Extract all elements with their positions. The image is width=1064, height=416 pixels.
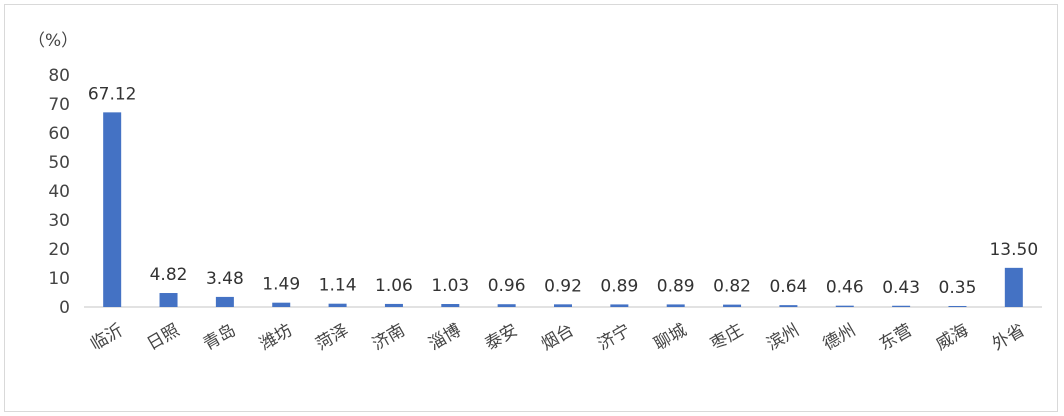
- category-labels: 临沂 日照 青岛 潍坊 菏泽 济南 淄博 泰安 烟台 济宁 聊城 枣庄 滨州 德州 东营 威海 外省: [87, 320, 1028, 354]
- y-axis-unit-label: （%）: [28, 31, 78, 51]
- y-tick-label: 20: [48, 240, 70, 260]
- bar: [1004, 267, 1023, 307]
- bar: [666, 304, 685, 307]
- data-label: 13.50: [989, 240, 1038, 260]
- bar: [892, 305, 911, 307]
- bar: [948, 305, 967, 307]
- y-tick-labels: 0 10 20 30 40 50 60 70 80: [48, 66, 70, 318]
- category-label: 威海: [933, 320, 972, 354]
- bar: [159, 293, 178, 307]
- category-label: 潍坊: [256, 320, 295, 354]
- bar: [723, 304, 742, 307]
- bar: [441, 304, 460, 307]
- y-tick-label: 10: [48, 269, 70, 289]
- category-label: 济宁: [594, 320, 633, 354]
- y-tick-label: 70: [48, 95, 70, 115]
- bar: [610, 304, 629, 307]
- data-label: 0.35: [939, 278, 977, 298]
- y-tick-label: 80: [48, 66, 70, 86]
- bar: [554, 304, 572, 307]
- data-label: 0.46: [826, 278, 864, 298]
- data-label: 0.89: [600, 276, 638, 296]
- data-label: 1.06: [375, 276, 413, 296]
- y-tick-label: 0: [59, 298, 70, 318]
- data-label: 1.03: [431, 276, 469, 296]
- bar: [779, 305, 798, 307]
- bar: [384, 303, 403, 307]
- category-label: 青岛: [200, 320, 239, 354]
- data-label: 0.64: [769, 277, 807, 297]
- data-label: 1.49: [262, 275, 300, 295]
- bar: [103, 112, 122, 308]
- category-label: 济南: [369, 320, 408, 354]
- category-label: 淄博: [425, 320, 464, 354]
- bars: [103, 112, 1023, 308]
- data-label: 0.92: [544, 276, 582, 296]
- category-label: 德州: [820, 320, 859, 354]
- bar: [835, 305, 854, 307]
- data-label: 1.14: [319, 276, 357, 296]
- y-tick-label: 50: [48, 153, 70, 173]
- data-label: 3.48: [206, 269, 244, 289]
- chart-frame: [4, 4, 1058, 412]
- category-label: 聊城: [651, 320, 690, 354]
- category-label: 外省: [989, 320, 1028, 354]
- category-label: 泰安: [482, 320, 521, 354]
- data-label: 0.89: [657, 276, 695, 296]
- category-label: 烟台: [538, 320, 577, 354]
- category-label: 临沂: [87, 320, 126, 354]
- category-label: 东营: [876, 320, 915, 354]
- bar: [215, 296, 234, 307]
- category-label: 枣庄: [707, 320, 746, 354]
- bar: [328, 303, 347, 307]
- data-label: 0.43: [882, 278, 920, 298]
- data-label: 4.82: [150, 265, 188, 285]
- category-label: 菏泽: [313, 320, 352, 354]
- bar: [497, 304, 516, 307]
- y-tick-label: 30: [48, 211, 70, 231]
- y-tick-label: 40: [48, 182, 70, 202]
- data-labels: 67.12 4.82 3.48 1.49 1.14 1.06 1.03 0.96 0.92 0.8…: [88, 84, 1038, 298]
- bar: [272, 302, 291, 307]
- category-label: 滨州: [763, 320, 802, 354]
- y-tick-label: 60: [48, 124, 70, 144]
- data-label: 67.12: [88, 84, 137, 104]
- data-label: 0.82: [713, 277, 751, 297]
- data-label: 0.96: [488, 276, 526, 296]
- category-label: 日照: [144, 320, 183, 354]
